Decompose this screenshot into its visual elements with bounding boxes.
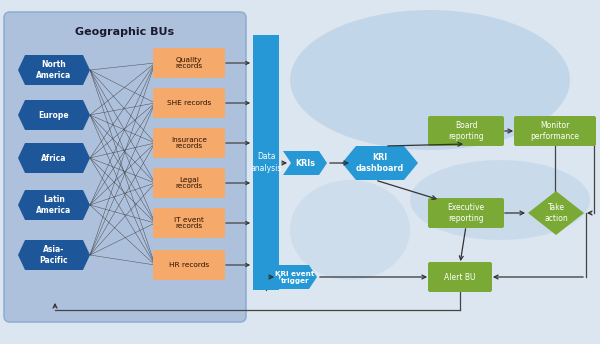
- Text: KRI event
trigger: KRI event trigger: [275, 270, 314, 283]
- FancyBboxPatch shape: [253, 35, 279, 290]
- Polygon shape: [18, 143, 90, 173]
- FancyBboxPatch shape: [428, 116, 504, 146]
- Ellipse shape: [410, 160, 590, 240]
- FancyBboxPatch shape: [153, 48, 225, 78]
- Polygon shape: [18, 100, 90, 130]
- FancyBboxPatch shape: [153, 208, 225, 238]
- Polygon shape: [283, 151, 327, 175]
- Ellipse shape: [290, 180, 410, 280]
- FancyBboxPatch shape: [514, 116, 596, 146]
- Text: Executive
reporting: Executive reporting: [448, 203, 485, 223]
- Text: Alert BU: Alert BU: [444, 272, 476, 281]
- Text: Monitor
performance: Monitor performance: [530, 121, 580, 141]
- Text: Take
action: Take action: [544, 203, 568, 223]
- Ellipse shape: [40, 35, 200, 125]
- FancyBboxPatch shape: [153, 88, 225, 118]
- Text: Asia-
Pacific: Asia- Pacific: [40, 245, 68, 265]
- Text: Data
analysis: Data analysis: [250, 152, 281, 173]
- Text: Geographic BUs: Geographic BUs: [76, 27, 175, 37]
- Text: IT event
records: IT event records: [174, 217, 204, 229]
- FancyBboxPatch shape: [4, 12, 246, 322]
- Polygon shape: [18, 55, 90, 85]
- FancyBboxPatch shape: [428, 198, 504, 228]
- Text: Board
reporting: Board reporting: [448, 121, 484, 141]
- FancyBboxPatch shape: [153, 128, 225, 158]
- Text: Insurance
records: Insurance records: [171, 137, 207, 149]
- Text: Africa: Africa: [41, 153, 67, 162]
- Polygon shape: [528, 191, 584, 235]
- Ellipse shape: [140, 205, 220, 275]
- Polygon shape: [273, 265, 317, 289]
- Text: Quality
records: Quality records: [175, 57, 203, 69]
- FancyBboxPatch shape: [153, 168, 225, 198]
- Text: Latin
America: Latin America: [37, 195, 71, 215]
- Polygon shape: [18, 240, 90, 270]
- Text: HR records: HR records: [169, 262, 209, 268]
- Text: KRI
dashboard: KRI dashboard: [356, 153, 404, 173]
- Polygon shape: [18, 190, 90, 220]
- Text: Europe: Europe: [38, 110, 70, 119]
- FancyBboxPatch shape: [153, 250, 225, 280]
- Text: North
America: North America: [37, 60, 71, 80]
- Text: Legal
records: Legal records: [175, 176, 203, 190]
- Text: KRIs: KRIs: [295, 159, 315, 168]
- Text: SHE records: SHE records: [167, 100, 211, 106]
- Ellipse shape: [290, 10, 570, 150]
- Polygon shape: [342, 146, 418, 180]
- FancyBboxPatch shape: [428, 262, 492, 292]
